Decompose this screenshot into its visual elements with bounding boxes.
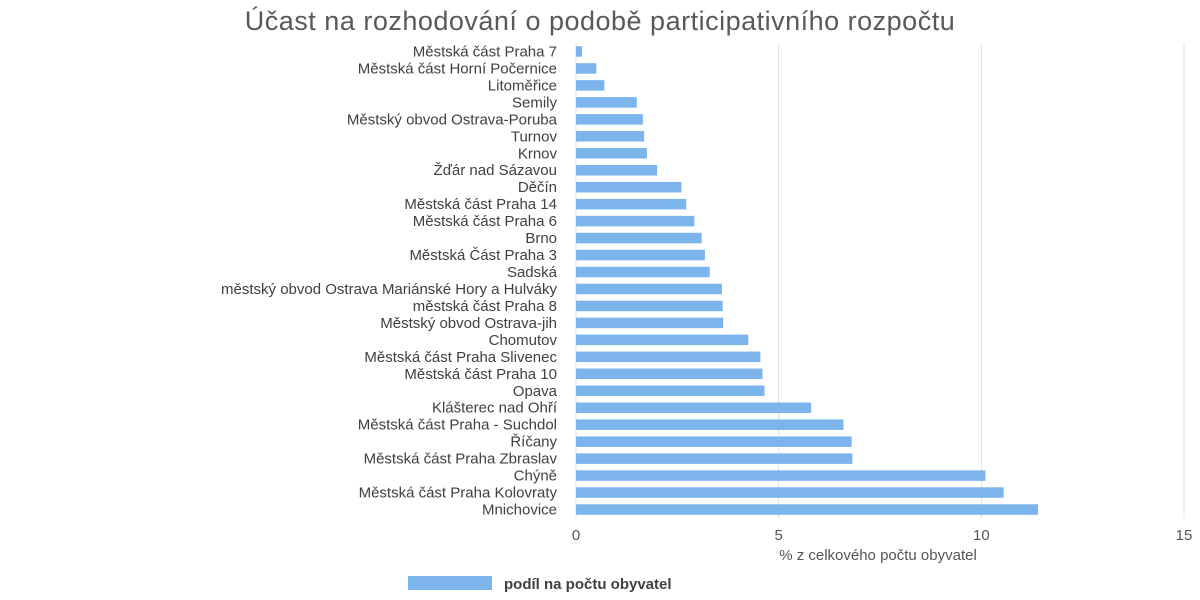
category-label: Chýně [514,468,557,485]
bar[interactable] [576,283,722,295]
bar[interactable] [576,385,765,397]
bar[interactable] [576,300,723,312]
bar[interactable] [576,504,1039,515]
category-label: Děčín [518,179,557,196]
x-tick-labels: 0 5 10 15 [572,527,1193,544]
bar[interactable] [576,181,682,193]
category-label: Městská část Praha Zbraslav [364,451,558,468]
category-label: Městská část Praha 14 [404,196,557,213]
category-label: Městský obvod Ostrava-Poruba [347,111,558,128]
category-label: Opava [513,383,558,400]
bar[interactable] [576,249,705,261]
category-label: Městský obvod Ostrava-jih [380,315,557,332]
category-label: Městská část Praha 7 [413,43,557,60]
bar[interactable] [576,419,844,430]
category-label: Městská část Horní Počernice [358,60,557,77]
category-label: Městská část Praha 6 [413,213,557,230]
category-label: Krnov [518,145,558,162]
bar[interactable] [576,334,749,346]
x-tick-label: 5 [774,527,782,544]
category-label: Říčany [510,434,557,451]
category-label: Městská část Praha - Suchdol [358,417,557,434]
bar[interactable] [576,46,583,57]
x-tick-label: 10 [973,527,990,544]
bars [576,46,1039,515]
legend-swatch [408,576,492,590]
category-label: Sadská [507,264,558,281]
bar[interactable] [576,215,695,227]
category-label: Městská část Praha Slivenec [364,349,557,366]
bar[interactable] [576,470,986,481]
bar[interactable] [576,164,658,176]
bar[interactable] [576,131,645,142]
bar[interactable] [576,198,687,210]
bar[interactable] [576,232,702,244]
category-label: Chomutov [489,332,558,349]
category-label: Mnichovice [482,502,557,519]
category-label: Městská část Praha 10 [404,366,557,383]
bar[interactable] [576,351,761,363]
bar[interactable] [576,266,710,278]
bar[interactable] [576,487,1004,498]
chart-title: Účast na rozhodování o podobě participat… [245,5,955,36]
bar[interactable] [576,368,763,380]
bar[interactable] [576,80,605,91]
category-label: Žďár nad Sázavou [434,162,557,179]
category-label: Městská Část Praha 3 [409,247,557,264]
category-label: městská část Praha 8 [413,298,557,315]
bar[interactable] [576,402,812,413]
x-axis-title: % z celkového počtu obyvatel [779,547,977,564]
bar[interactable] [576,436,852,447]
x-tick-label: 0 [572,527,580,544]
bar[interactable] [576,97,637,108]
bar[interactable] [576,453,853,464]
bar[interactable] [576,148,647,159]
category-label: Brno [525,230,557,247]
bar[interactable] [576,114,643,125]
legend[interactable]: podíl na počtu obyvatel [408,576,672,593]
bar[interactable] [576,317,724,329]
category-label: Městská část Praha Kolovraty [359,485,558,502]
category-label: Semily [512,94,558,111]
bar[interactable] [576,63,597,74]
category-label: Litoměřice [488,77,557,94]
category-label: Turnov [511,128,558,145]
category-label: Klášterec nad Ohří [432,400,558,417]
legend-label: podíl na počtu obyvatel [504,576,672,593]
category-label: městský obvod Ostrava Mariánské Hory a H… [221,281,557,298]
x-tick-label: 15 [1176,527,1193,544]
